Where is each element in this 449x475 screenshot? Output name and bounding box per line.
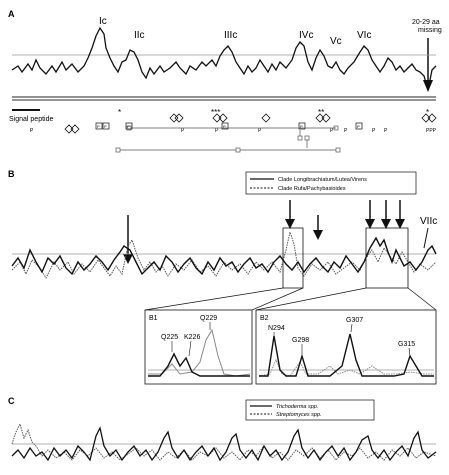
profile-trace-a bbox=[11, 26, 437, 91]
star-marker: ** bbox=[318, 108, 324, 117]
boxed-p-icon bbox=[298, 122, 306, 130]
p-marker: P bbox=[330, 128, 334, 134]
inset-b1-box bbox=[144, 309, 253, 385]
p-marker: P bbox=[384, 128, 388, 134]
diamond-icon bbox=[421, 113, 431, 123]
inset-b1-trace-solid bbox=[148, 352, 250, 377]
panel-b-label: B bbox=[8, 169, 15, 179]
boxed-p-text: P bbox=[97, 124, 100, 129]
legend-b-series-1: Clade Longibrachiatum/Lutea/Virens bbox=[278, 177, 367, 183]
arrow-down-icon bbox=[365, 219, 375, 229]
missing-arrow-head bbox=[423, 80, 433, 92]
inset-b2-trace-solid bbox=[259, 333, 434, 377]
p-marker: P bbox=[215, 128, 219, 134]
profile-trace-b-solid bbox=[11, 236, 437, 276]
inset-b2-label: B2 bbox=[260, 315, 269, 322]
peak-label-vic: VIc bbox=[357, 30, 371, 41]
connector-lines bbox=[115, 125, 341, 153]
boxed-p-icon bbox=[95, 122, 103, 130]
inset-b1-label: B1 bbox=[149, 315, 158, 322]
missing-note-line1: 20-29 aa bbox=[412, 19, 440, 26]
arrow-down-icon bbox=[313, 230, 323, 240]
boxed-p-text: P bbox=[223, 124, 226, 129]
viic-arrow bbox=[423, 227, 429, 249]
ppp-marker: PPP bbox=[426, 128, 437, 134]
zoom-connector-lines bbox=[144, 287, 437, 311]
peak-label-iic: IIc bbox=[134, 30, 145, 41]
boxed-p-icon bbox=[355, 122, 363, 130]
residue-pointer bbox=[350, 323, 353, 333]
residue-label: G315 bbox=[398, 341, 415, 348]
boxed-p-icon bbox=[221, 122, 229, 130]
boxed-p-icon bbox=[125, 122, 133, 130]
legend-c-series-1: Trichoderma spp. bbox=[276, 404, 318, 410]
residue-label: Q229 bbox=[200, 315, 217, 322]
peak-label-ivc: IVc bbox=[299, 30, 313, 41]
legend-c-series-2: Streptomyces spp. bbox=[276, 412, 322, 418]
diamond-icon bbox=[174, 113, 184, 123]
diamond-icon bbox=[261, 113, 271, 123]
peak-label-ic: Ic bbox=[99, 16, 107, 27]
arrow-down-icon bbox=[395, 219, 405, 229]
profile-trace-c-dotted bbox=[11, 422, 437, 461]
diamond-icon bbox=[315, 113, 325, 123]
boxed-p-text: P bbox=[300, 124, 303, 129]
diamond-markers bbox=[64, 113, 437, 134]
p-marker: P bbox=[30, 128, 34, 134]
arrow-down-icon bbox=[285, 219, 295, 229]
star-marker: *** bbox=[211, 108, 220, 117]
p-marker: P bbox=[372, 128, 376, 134]
panel-a-label: A bbox=[8, 9, 15, 19]
residue-label: K226 bbox=[184, 334, 200, 341]
p-marker: P bbox=[258, 128, 262, 134]
star-marker: * bbox=[118, 108, 121, 117]
arrows-b bbox=[127, 200, 401, 258]
p-marker: P bbox=[344, 128, 348, 134]
residue-pointer bbox=[188, 340, 192, 357]
boxed-p-text: P bbox=[104, 124, 107, 129]
residue-label: G298 bbox=[292, 337, 309, 344]
residue-label: Q225 bbox=[161, 334, 178, 341]
residue-pointer bbox=[408, 347, 411, 357]
residue-label: G307 bbox=[346, 317, 363, 324]
arrow-down-icon bbox=[381, 219, 391, 229]
boxed-p-icon bbox=[102, 122, 110, 130]
zoom-box-b1 bbox=[282, 227, 304, 289]
peak-label-vc: Vc bbox=[330, 36, 342, 47]
diamond-icon bbox=[218, 113, 228, 123]
p-markers: P P P P P P P P PPP bbox=[30, 128, 437, 134]
boxed-p-markers bbox=[95, 122, 363, 130]
p-marker: P bbox=[181, 128, 185, 134]
inset-b1-trace-dotted bbox=[148, 328, 251, 377]
boxed-p-text: P bbox=[127, 124, 130, 129]
legend-c-box bbox=[245, 399, 375, 421]
diamond-icon bbox=[169, 113, 179, 123]
diamond-icon bbox=[212, 113, 222, 123]
zoom-box-b2 bbox=[365, 227, 409, 289]
inset-b2-box bbox=[255, 309, 437, 385]
residue-label: N294 bbox=[268, 325, 285, 332]
inset-b2-trace-dotted bbox=[258, 358, 434, 377]
legend-b-series-2: Clade Rufa/Pachybasioides bbox=[278, 186, 346, 192]
missing-note-line2: missing bbox=[418, 27, 442, 34]
signal-peptide-label: Signal peptide bbox=[9, 116, 53, 123]
peak-label-iiic: IIIc bbox=[224, 30, 237, 41]
diamond-icon bbox=[64, 124, 74, 134]
diamond-icon bbox=[427, 113, 437, 123]
diamond-icon bbox=[70, 124, 80, 134]
peak-label-viic: VIIc bbox=[420, 216, 437, 227]
profile-trace-b-dotted bbox=[11, 230, 437, 280]
profile-trace-c-solid bbox=[11, 426, 437, 462]
diamond-icon bbox=[321, 113, 331, 123]
star-marker: * bbox=[426, 108, 429, 117]
panel-c-label: C bbox=[8, 396, 15, 406]
boxed-p-text: P bbox=[357, 124, 360, 129]
legend-b-box bbox=[245, 171, 417, 195]
